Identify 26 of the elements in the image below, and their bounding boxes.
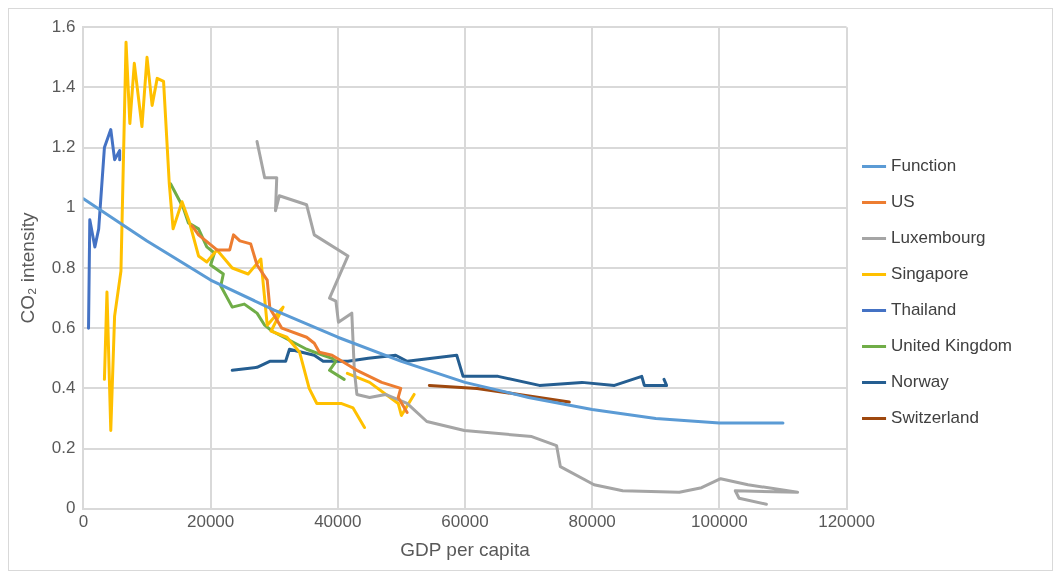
legend-label: Singapore [891, 264, 969, 284]
x-tick-label: 40000 [314, 511, 362, 531]
x-tick-label: 80000 [568, 511, 616, 531]
y-tick-label: 1.6 [51, 16, 76, 36]
y-tick-label: 1.4 [51, 77, 76, 97]
x-tick-label: 120000 [818, 511, 875, 531]
x-tick-label: 20000 [186, 511, 235, 531]
legend-label: Luxembourg [891, 228, 986, 248]
legend-label: Function [891, 156, 957, 176]
y-tick-label: 0.2 [51, 438, 76, 458]
legend-label: Thailand [891, 300, 957, 320]
legend-label: US [891, 192, 915, 212]
y-tick-label: 0.8 [51, 257, 76, 277]
y-tick-label: 1 [65, 197, 76, 217]
x-tick-label: 100000 [690, 511, 748, 531]
y-tick-label: 0.6 [51, 317, 76, 337]
x-axis-title: GDP per capita [400, 538, 531, 560]
y-tick-label: 1.2 [51, 137, 76, 157]
x-tick-label: 0 [78, 511, 89, 531]
legend-label: Norway [891, 372, 950, 392]
y-tick-label: 0.4 [51, 378, 76, 398]
y-tick-label: 0 [65, 498, 76, 518]
legend-label: United Kingdom [891, 336, 1013, 356]
y-axis-title: CO₂ intensity [16, 212, 38, 324]
legend-label: Switzerland [891, 408, 979, 428]
x-tick-label: 60000 [441, 511, 489, 531]
